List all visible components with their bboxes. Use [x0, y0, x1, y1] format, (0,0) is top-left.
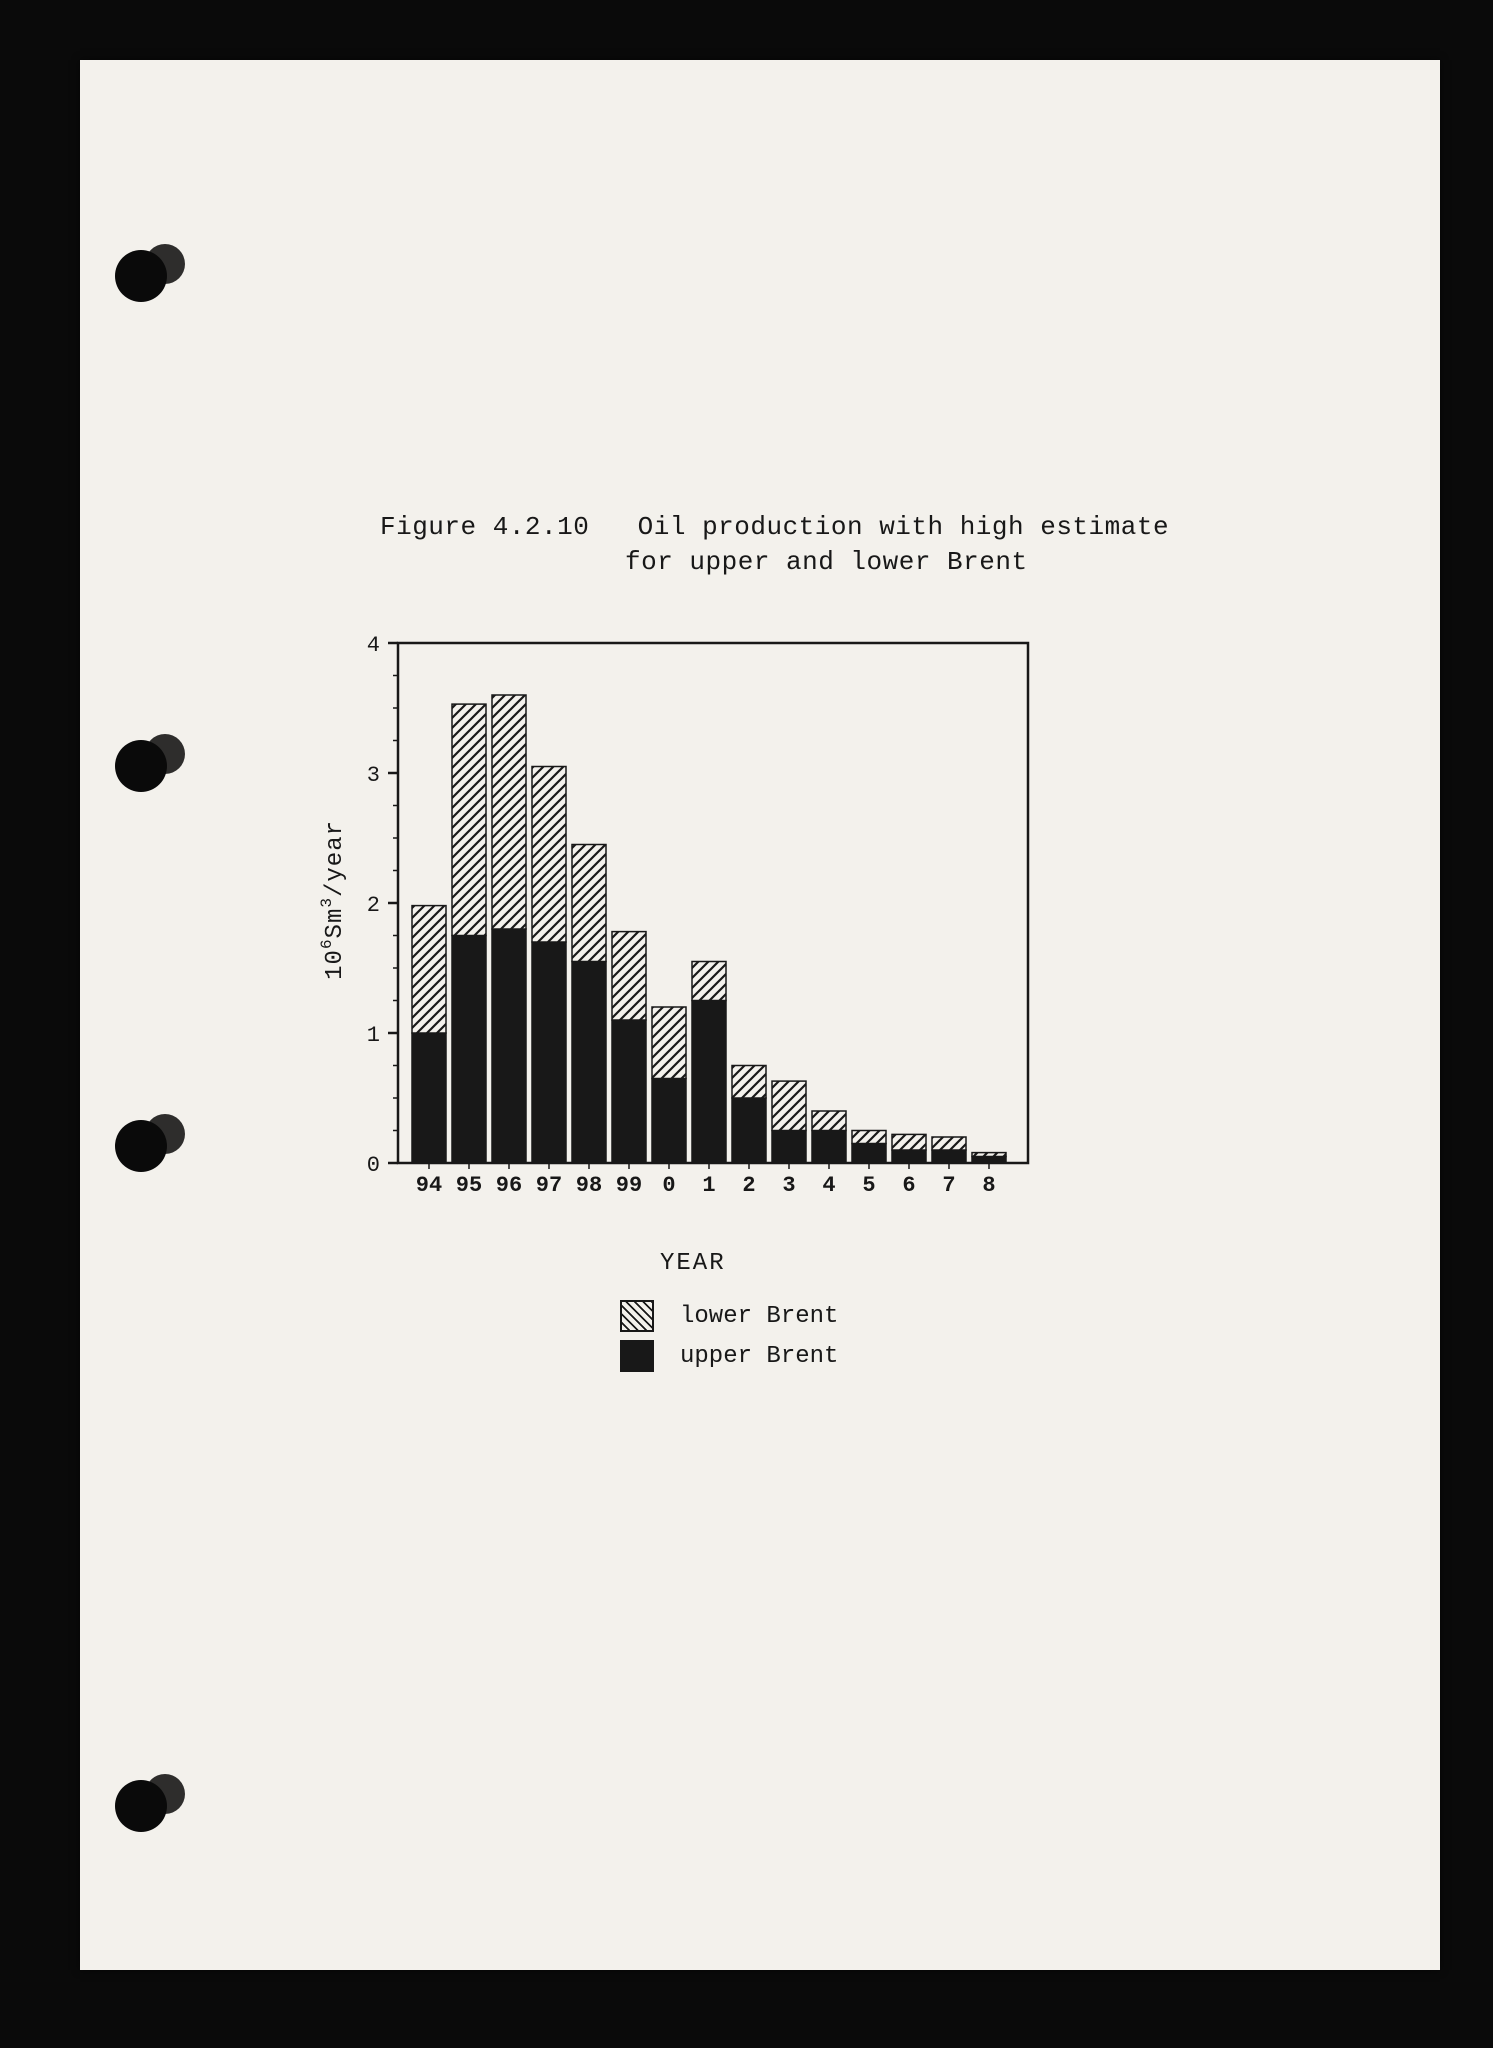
svg-text:1: 1: [367, 1023, 380, 1048]
svg-text:2: 2: [367, 893, 380, 918]
bar-lower: [812, 1111, 846, 1131]
oil-production-chart: 0 1 2 3 4 94 95 96 97 98 99 0 1 2 3 4 5 6 7 8: [330, 600, 1090, 1240]
bar-upper: [452, 936, 486, 1164]
x-tick-label: 4: [822, 1173, 835, 1198]
x-tick-label: 5: [862, 1173, 875, 1198]
x-tick-label: 95: [456, 1173, 482, 1198]
bar-lower: [532, 767, 566, 943]
punch-hole: [115, 1780, 167, 1832]
bar-upper: [932, 1150, 966, 1163]
caption-line-1: Figure 4.2.10 Oil production with high e…: [380, 510, 1280, 545]
svg-text:3: 3: [367, 763, 380, 788]
bar-lower: [652, 1007, 686, 1079]
bar-upper: [532, 942, 566, 1163]
legend-swatch-hatched: [620, 1300, 654, 1332]
x-tick-label: 7: [942, 1173, 955, 1198]
x-tick-label: 6: [902, 1173, 915, 1198]
bar-lower: [572, 845, 606, 962]
bar-lower: [492, 695, 526, 929]
bar-upper: [652, 1079, 686, 1164]
bar-lower: [612, 932, 646, 1020]
bar-lower: [772, 1081, 806, 1130]
svg-text:4: 4: [367, 633, 380, 658]
scanned-page: Figure 4.2.10 Oil production with high e…: [80, 60, 1440, 1970]
y-axis-label: 106Sm3/year: [318, 820, 349, 980]
bar-upper: [612, 1020, 646, 1163]
bar-lower: [852, 1131, 886, 1144]
x-tick-label: 8: [982, 1173, 995, 1198]
svg-text:0: 0: [367, 1153, 380, 1178]
bar-upper: [732, 1098, 766, 1163]
bar-upper: [772, 1131, 806, 1164]
figure-caption: Figure 4.2.10 Oil production with high e…: [380, 510, 1280, 580]
punch-hole: [115, 1120, 167, 1172]
chart-legend: lower Brent upper Brent: [620, 1300, 838, 1380]
legend-label-upper: upper Brent: [680, 1343, 838, 1370]
legend-label-lower: lower Brent: [680, 1303, 838, 1330]
legend-item-lower: lower Brent: [620, 1300, 838, 1332]
x-tick-label: 0: [662, 1173, 675, 1198]
x-tick-label: 96: [496, 1173, 522, 1198]
bar-lower: [452, 704, 486, 935]
bar-lower: [972, 1153, 1006, 1157]
bar-lower: [692, 962, 726, 1001]
bar-upper: [812, 1131, 846, 1164]
punch-hole: [115, 250, 167, 302]
legend-swatch-solid: [620, 1340, 654, 1372]
bar-upper: [412, 1033, 446, 1163]
legend-item-upper: upper Brent: [620, 1340, 838, 1372]
x-tick-label: 99: [616, 1173, 642, 1198]
x-axis-label: YEAR: [660, 1250, 726, 1277]
bar-lower: [892, 1134, 926, 1150]
bar-upper: [492, 929, 526, 1163]
bar-lower: [932, 1137, 966, 1150]
x-tick-label: 97: [536, 1173, 562, 1198]
bar-lower: [412, 906, 446, 1033]
bar-upper: [572, 962, 606, 1164]
x-tick-label: 2: [742, 1173, 755, 1198]
bar-upper: [892, 1150, 926, 1163]
bar-upper: [972, 1157, 1006, 1164]
punch-hole: [115, 740, 167, 792]
x-tick-label: 1: [702, 1173, 715, 1198]
x-tick-label: 94: [416, 1173, 442, 1198]
x-tick-label: 98: [576, 1173, 602, 1198]
bar-upper: [852, 1144, 886, 1164]
caption-line-2: for upper and lower Brent: [380, 545, 1280, 580]
bar-upper: [692, 1001, 726, 1164]
bar-lower: [732, 1066, 766, 1099]
x-tick-label: 3: [782, 1173, 795, 1198]
